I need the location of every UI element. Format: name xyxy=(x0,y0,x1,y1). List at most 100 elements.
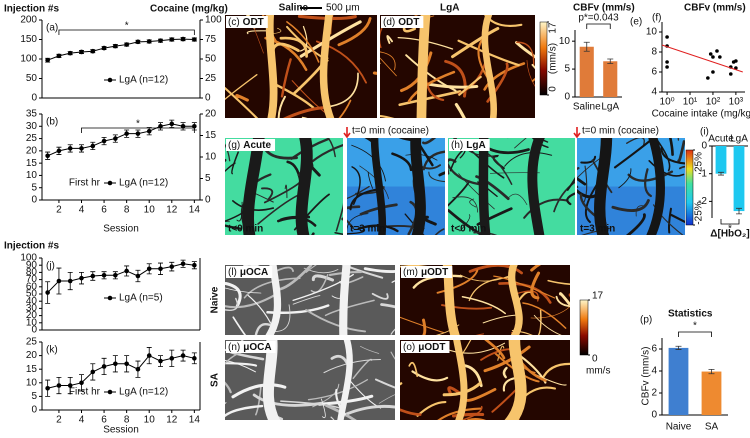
x-axis-label: Δ[HbO₂] xyxy=(710,229,749,240)
vessel-trunk xyxy=(370,138,387,235)
y-tick-label: 4 xyxy=(651,366,657,377)
vessel xyxy=(299,25,308,52)
y-tick-label: 5 xyxy=(31,391,37,402)
chart-title: CBFv (mm/s) xyxy=(573,3,635,14)
y-tick-label: 8 xyxy=(651,47,657,58)
vessel xyxy=(225,287,262,294)
y-tick-label: 0 xyxy=(31,195,37,206)
vessel xyxy=(299,20,362,58)
marker xyxy=(192,356,197,361)
marker xyxy=(192,37,197,42)
vessel xyxy=(448,209,485,235)
y-axis-label: Injection #s xyxy=(4,4,59,15)
vessel xyxy=(380,303,395,309)
point xyxy=(715,49,719,53)
colorbar xyxy=(579,299,589,356)
marker xyxy=(124,361,129,367)
bar xyxy=(733,146,745,212)
vessel xyxy=(232,316,247,335)
y2-tick-label: 10 xyxy=(205,152,217,163)
vessel xyxy=(670,213,685,224)
onset-arrow xyxy=(573,127,581,139)
marker xyxy=(90,143,96,149)
vessel xyxy=(555,295,570,308)
x-tick-label: LgA xyxy=(601,102,619,113)
vessel xyxy=(454,102,466,118)
colorbar xyxy=(685,149,694,226)
point xyxy=(665,65,669,69)
y-tick-label: 80 xyxy=(26,267,38,278)
onset-label: t=0 min (cocaine) xyxy=(352,126,429,137)
marker xyxy=(101,272,107,278)
vessel xyxy=(390,328,395,335)
vessel xyxy=(422,150,445,171)
vessel xyxy=(459,214,471,232)
panel-label: (b) xyxy=(46,117,58,128)
vessel xyxy=(523,198,568,219)
vessel xyxy=(613,138,656,169)
colorbar-unit: (mm/s) xyxy=(548,43,559,74)
y-tick-label: 200 xyxy=(20,15,37,26)
colorbar-label: 0 xyxy=(592,354,598,365)
y-tick-label: 10 xyxy=(26,377,38,388)
vessel-trunk xyxy=(646,138,665,235)
y2-tick-label: 25 xyxy=(205,73,217,84)
y-tick-label: 30 xyxy=(26,303,38,314)
vessel xyxy=(280,58,292,98)
vessel xyxy=(231,151,239,175)
vessel xyxy=(553,181,575,213)
vessel xyxy=(321,398,326,418)
image-label: LgA xyxy=(466,140,485,151)
image-panel xyxy=(400,265,570,335)
vessel xyxy=(266,304,330,315)
vessel xyxy=(225,404,264,418)
vessel xyxy=(452,196,479,213)
vessel xyxy=(278,265,313,291)
marker xyxy=(67,278,73,284)
vessel xyxy=(678,165,685,170)
panel-label: (g) xyxy=(228,140,240,151)
x-tick-label: 14 xyxy=(189,205,201,216)
vessel xyxy=(522,302,567,329)
y-tick-label: 5 xyxy=(31,182,37,193)
y-axis-label: CBFv (mm/s) xyxy=(641,347,652,406)
colorbar-label: 0 xyxy=(548,86,559,92)
vessel xyxy=(367,171,373,189)
point xyxy=(734,59,738,63)
error-bar xyxy=(583,41,590,52)
vessel xyxy=(380,57,397,77)
vessel xyxy=(225,347,232,352)
marker xyxy=(180,261,186,267)
vessel xyxy=(327,138,336,158)
y-tick-label: 0 xyxy=(31,405,37,416)
x-tick-label: 10¹ xyxy=(683,97,698,108)
y2-tick-label: 0 xyxy=(205,93,211,104)
panel-label: (k) xyxy=(46,345,58,356)
vessel xyxy=(437,407,482,420)
vessel xyxy=(231,383,287,399)
vessel xyxy=(390,351,395,360)
marker xyxy=(169,121,175,127)
vessel xyxy=(404,213,425,235)
label-box xyxy=(401,266,453,278)
y2-tick-label: 5 xyxy=(205,173,211,184)
vessel xyxy=(625,213,646,235)
vessel xyxy=(225,211,244,222)
vessel xyxy=(582,165,588,205)
image-panel xyxy=(400,340,570,420)
vessel xyxy=(225,87,259,118)
y-tick-label: 50 xyxy=(26,73,38,84)
image-panel xyxy=(347,138,445,235)
marker xyxy=(45,153,50,159)
x-axis-label: Cocaine intake (mg/kg) xyxy=(652,109,750,120)
label-box xyxy=(226,341,276,353)
x-tick-label: Naive xyxy=(666,422,692,433)
vessel xyxy=(297,15,357,21)
marker xyxy=(45,57,50,63)
marker xyxy=(56,383,62,388)
vessel xyxy=(329,72,359,108)
point xyxy=(706,76,710,80)
vessel xyxy=(660,147,685,165)
x-tick-label: 10 xyxy=(144,415,156,426)
vessel xyxy=(311,274,335,282)
